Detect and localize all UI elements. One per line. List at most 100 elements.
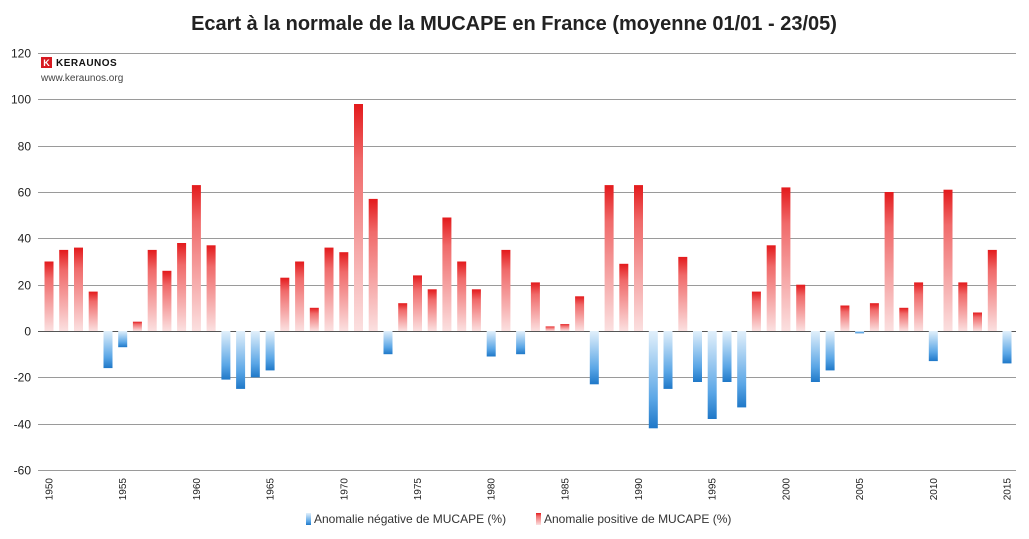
- y-axis-tick-labels: -60 -40 -20 0 20 40 60 80 100 120: [11, 47, 31, 478]
- x-tick-label: 2005: [855, 478, 866, 501]
- bar-1958: [162, 270, 172, 331]
- bar-1983: [530, 282, 540, 331]
- bar-1982: [516, 331, 526, 355]
- bar-1993: [678, 256, 688, 331]
- legend-label-negative: Anomalie négative de MUCAPE (%): [314, 512, 506, 526]
- legend-label-positive: Anomalie positive de MUCAPE (%): [544, 512, 731, 526]
- y-tick-label: 100: [11, 93, 31, 107]
- bar-1980: [486, 331, 496, 357]
- keraunos-k-glyph: K: [43, 58, 50, 68]
- bar-1967: [295, 261, 305, 331]
- bar-1957: [147, 249, 157, 331]
- bar-2002: [810, 331, 820, 382]
- bar-1962: [221, 331, 231, 380]
- x-tick-label: 1970: [339, 478, 350, 501]
- bar-1976: [427, 289, 437, 331]
- bar-1987: [589, 331, 599, 385]
- bar-1966: [280, 277, 290, 331]
- bar-2007: [884, 192, 894, 331]
- bar-1995: [707, 331, 717, 419]
- bar-2009: [914, 282, 924, 331]
- bar-1952: [74, 247, 83, 331]
- legend-swatch-positive: [536, 513, 541, 525]
- bar-1955: [118, 331, 128, 348]
- chart-title: Ecart à la normale de la MUCAPE en Franc…: [191, 13, 837, 35]
- branding: K KERAUNOS www.keraunos.org: [40, 57, 123, 84]
- x-tick-label: 1955: [118, 478, 129, 501]
- x-tick-label: 1995: [708, 478, 719, 501]
- x-axis-tick-labels: 1950 1955 1960 1965 1970 1975 1980 1985 1990 1995…: [45, 478, 1014, 501]
- x-tick-label: 1985: [560, 478, 571, 501]
- y-tick-label: 60: [18, 186, 32, 200]
- bar-1970: [339, 252, 349, 331]
- bar-2012: [958, 282, 968, 331]
- y-tick-label: -60: [14, 464, 32, 478]
- bars: [44, 104, 1012, 429]
- bar-1964: [250, 331, 260, 378]
- brand-name: KERAUNOS: [56, 58, 117, 69]
- bar-2001: [796, 284, 806, 331]
- x-tick-label: 2010: [929, 478, 940, 501]
- bar-1977: [442, 217, 452, 331]
- x-tick-label: 1950: [45, 478, 56, 501]
- x-tick-label: 1965: [266, 478, 277, 501]
- bar-1956: [132, 321, 142, 331]
- bar-1978: [457, 261, 467, 331]
- bar-2008: [899, 307, 909, 331]
- bar-1986: [575, 296, 585, 332]
- bar-1996: [722, 331, 732, 382]
- x-tick-label: 2000: [781, 478, 792, 501]
- bar-1974: [398, 303, 408, 331]
- bar-1965: [265, 331, 275, 371]
- bar-1959: [177, 243, 187, 331]
- keraunos-k-icon: [41, 57, 52, 68]
- x-tick-label: 1990: [634, 478, 645, 501]
- y-tick-label: 80: [18, 140, 32, 154]
- y-tick-label: 20: [18, 279, 32, 293]
- bar-1961: [206, 245, 216, 331]
- bar-2006: [869, 303, 879, 331]
- bar-1969: [324, 247, 334, 331]
- bar-1984: [545, 326, 555, 331]
- y-tick-label: -20: [14, 371, 32, 385]
- bar-1972: [368, 198, 378, 331]
- bar-2013: [973, 312, 982, 331]
- bar-2014: [987, 249, 997, 331]
- bar-2010: [928, 331, 938, 362]
- bar-1953: [88, 291, 98, 331]
- y-tick-label: -40: [14, 418, 32, 432]
- bar-2005: [855, 331, 865, 334]
- bar-1971: [354, 104, 363, 331]
- x-tick-label: 1980: [487, 478, 498, 501]
- bar-1990: [634, 185, 643, 331]
- y-tick-label: 0: [24, 325, 31, 339]
- bar-2000: [781, 187, 791, 331]
- bar-1994: [693, 331, 702, 382]
- bar-1981: [501, 249, 511, 331]
- bar-2015: [1002, 331, 1012, 364]
- legend-swatch-negative: [306, 513, 311, 525]
- bar-1979: [471, 289, 481, 331]
- bar-1985: [560, 324, 570, 331]
- bar-1968: [309, 307, 319, 331]
- y-tick-label: 40: [18, 232, 32, 246]
- bar-1960: [191, 185, 201, 331]
- bar-1951: [59, 249, 69, 331]
- bar-1988: [604, 185, 614, 331]
- brand-url: www.keraunos.org: [40, 73, 123, 84]
- gridlines: [38, 53, 1016, 471]
- bar-1997: [737, 331, 747, 408]
- bar-1973: [383, 331, 393, 355]
- legend: Anomalie négative de MUCAPE (%) Anomalie…: [306, 512, 731, 526]
- x-tick-label: 1975: [413, 478, 424, 501]
- bar-1975: [413, 275, 422, 331]
- bar-1999: [766, 245, 776, 331]
- bar-2003: [825, 331, 835, 371]
- bar-1998: [751, 291, 761, 331]
- bar-1963: [236, 331, 246, 389]
- bar-1989: [619, 263, 629, 331]
- bar-1954: [103, 331, 113, 369]
- bar-1991: [648, 331, 658, 429]
- y-tick-label: 120: [11, 47, 31, 61]
